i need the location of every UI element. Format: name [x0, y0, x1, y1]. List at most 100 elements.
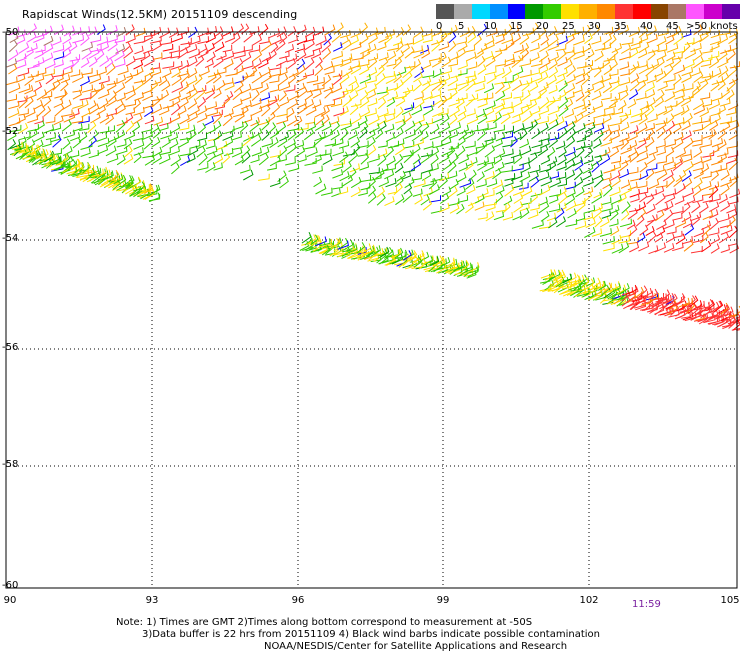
- wind-barb: [88, 149, 100, 159]
- wind-barb: [642, 287, 653, 298]
- footnotes: Note: 1) Times are GMT 2)Times along bot…: [116, 617, 600, 653]
- wind-barb: [259, 92, 271, 102]
- wind-barb: [123, 153, 134, 165]
- wind-barb: [691, 201, 701, 214]
- wind-barb: [639, 100, 649, 111]
- wind-barb: [366, 83, 378, 94]
- wind-barb: [486, 73, 497, 85]
- wind-barb: [717, 128, 727, 140]
- wind-barb: [539, 105, 550, 115]
- wind-barb: [464, 129, 474, 140]
- wind-barb: [672, 206, 684, 215]
- wind-barb: [565, 152, 577, 164]
- wind-barb: [582, 170, 592, 181]
- wind-barb: [214, 101, 226, 110]
- wind-barb: [350, 63, 362, 75]
- wind-barb: [51, 148, 62, 156]
- colorbar-labels: 0 5 10 15 20 25 30 35 40 45 >50 knots: [436, 19, 740, 33]
- wind-barb: [530, 92, 542, 102]
- wind-barb: [350, 186, 361, 198]
- wind-barb: [421, 149, 433, 158]
- wind-barb: [630, 108, 643, 118]
- wind-barb: [648, 146, 659, 156]
- wind-barb: [476, 156, 489, 166]
- wind-barb: [674, 95, 685, 107]
- wind-barb: [726, 89, 735, 101]
- wind-barb: [430, 256, 440, 266]
- wind-barb: [603, 288, 612, 299]
- wind-barb: [539, 64, 549, 75]
- wind-barb: [240, 83, 252, 95]
- wind-barb: [131, 176, 142, 189]
- wind-barb: [458, 129, 468, 141]
- wind-barb: [348, 60, 361, 70]
- wind-barb: [501, 148, 514, 158]
- wind-barb: [240, 99, 252, 110]
- wind-barb: [447, 161, 457, 174]
- wind-barb: [728, 196, 739, 205]
- lat-label: -54: [2, 233, 19, 244]
- wind-barb: [584, 227, 596, 238]
- wind-barb: [314, 83, 325, 91]
- wind-barb: [576, 145, 585, 158]
- lon-label: 93: [145, 595, 159, 606]
- note-line-3: NOAA/NESDIS/Center for Satellite Applica…: [264, 641, 568, 652]
- wind-barb: [63, 112, 76, 123]
- wind-barb: [603, 243, 615, 252]
- wind-barb: [206, 26, 218, 35]
- wind-barb: [727, 238, 738, 247]
- wind-barb: [376, 86, 388, 95]
- wind-barb: [395, 194, 405, 206]
- wind-barb: [392, 56, 403, 70]
- wind-barb: [449, 114, 458, 126]
- wind-barb: [620, 230, 632, 238]
- wind-barb: [511, 55, 522, 68]
- wind-barb: [711, 138, 724, 148]
- wind-barb: [645, 64, 655, 77]
- wind-barb: [680, 104, 690, 116]
- wind-barb: [573, 177, 584, 188]
- wind-barb: [241, 60, 254, 70]
- wind-barb: [709, 120, 719, 131]
- wind-barb: [196, 85, 207, 93]
- wind-barb: [377, 89, 390, 101]
- wind-barb: [718, 213, 730, 223]
- wind-barb: [421, 28, 433, 37]
- wind-barb: [697, 313, 709, 323]
- colorbar-swatch: [632, 4, 651, 19]
- wind-barb: [102, 170, 114, 181]
- wind-barb: [441, 93, 453, 103]
- wind-barb: [206, 125, 216, 135]
- wind-barb: [115, 129, 126, 140]
- wind-barb: [681, 29, 692, 38]
- wind-barb: [27, 114, 39, 124]
- wind-barb: [105, 113, 115, 125]
- wind-barb: [691, 34, 703, 46]
- wind-barb: [609, 118, 622, 127]
- wind-barb: [414, 66, 425, 79]
- wind-barb: [196, 113, 208, 123]
- wind-barb: [684, 48, 697, 60]
- wind-barb: [692, 81, 701, 93]
- wind-barb: [728, 74, 739, 85]
- wind-barb: [627, 98, 637, 109]
- wind-barb: [656, 36, 667, 47]
- wind-barb: [447, 24, 458, 36]
- lat-label: -60: [2, 580, 19, 591]
- wind-barb: [206, 140, 216, 149]
- wind-barb: [655, 120, 667, 132]
- wind-barb: [171, 162, 180, 175]
- colorbar-swatch: [704, 4, 722, 19]
- wind-barb: [12, 141, 23, 150]
- wind-barb: [457, 60, 468, 70]
- wind-barb: [24, 74, 35, 86]
- wind-barb: [483, 50, 494, 61]
- wind-barb: [538, 133, 550, 142]
- wind-barb: [412, 153, 421, 165]
- wind-barb: [540, 34, 550, 46]
- wind-barb: [8, 83, 21, 94]
- wind-barb: [213, 33, 224, 46]
- wind-barb: [62, 41, 72, 53]
- wind-barb: [43, 124, 55, 134]
- wind-barb: [574, 68, 586, 79]
